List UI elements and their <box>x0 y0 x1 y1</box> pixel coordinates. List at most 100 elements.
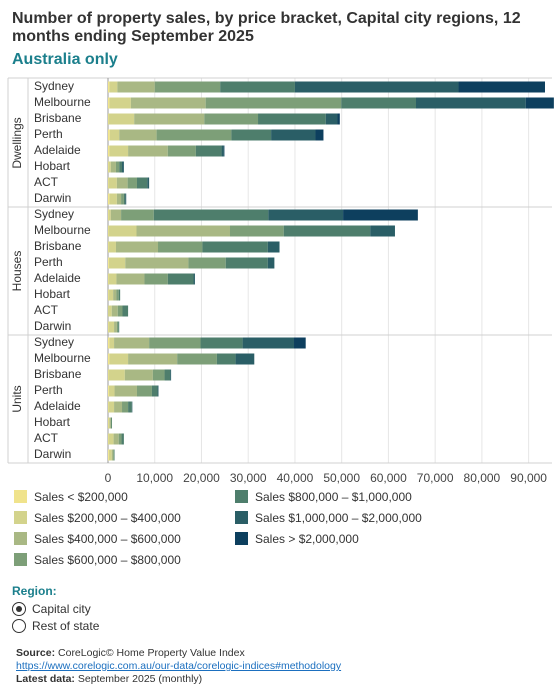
bar-segment <box>115 241 159 253</box>
bar-segment <box>136 177 148 189</box>
bar-segment <box>108 209 109 221</box>
bar-segment <box>136 225 230 237</box>
bar-segment <box>113 289 117 301</box>
legend-label: Sales < $200,000 <box>34 490 128 504</box>
bar-segment <box>108 369 109 381</box>
city-label: Melbourne <box>34 223 91 237</box>
bar-segment <box>122 401 129 413</box>
bar-segment <box>111 417 113 429</box>
bar-segment <box>121 209 154 221</box>
bar-segment <box>128 401 132 413</box>
bar-segment <box>108 417 110 429</box>
bar-segment <box>108 353 110 365</box>
bar-segment <box>156 129 232 141</box>
bar-segment <box>116 177 128 189</box>
legend-swatch <box>14 511 27 524</box>
bar-segment <box>170 369 172 381</box>
bar-segment <box>118 321 120 333</box>
latest-data-label: Latest data: <box>16 673 75 685</box>
city-label: Darwin <box>34 191 71 205</box>
legend-swatch <box>235 511 248 524</box>
bar-segment <box>108 289 114 301</box>
bar-segment <box>123 193 126 205</box>
city-label: ACT <box>34 303 59 317</box>
bar-segment <box>108 289 109 301</box>
radio-capital-city[interactable]: Capital city <box>12 602 99 619</box>
bar-segment <box>108 209 111 221</box>
bar-segment <box>108 193 110 205</box>
bar-segment <box>108 177 117 189</box>
bar-segment <box>268 209 344 221</box>
x-tick-label: 50,000 <box>323 471 360 485</box>
bar-segment <box>202 241 268 253</box>
bar-segment <box>121 433 124 445</box>
bar-segment <box>109 193 117 205</box>
bar-segment <box>116 273 145 285</box>
bar-segment <box>108 433 114 445</box>
bar-segment <box>109 81 118 93</box>
bar-segment <box>370 225 395 237</box>
bar-segment <box>108 321 115 333</box>
legend: Sales < $200,000 Sales $200,000 – $400,0… <box>14 490 534 570</box>
bar-segment <box>108 369 125 381</box>
bar-segment <box>294 337 306 349</box>
x-tick-label: 10,000 <box>136 471 173 485</box>
bar-segment <box>267 241 280 253</box>
bar-segment <box>116 321 119 333</box>
city-label: Adelaide <box>34 271 81 285</box>
bar-segment <box>118 433 122 445</box>
legend-swatch <box>14 553 27 566</box>
bar-segment <box>205 97 342 109</box>
city-label: ACT <box>34 175 59 189</box>
methodology-link[interactable]: https://www.corelogic.com.au/our-data/co… <box>16 660 342 672</box>
bar-segment <box>109 337 115 349</box>
bar-segment <box>167 273 194 285</box>
bar-segment <box>108 449 112 461</box>
bar-segment <box>111 305 118 317</box>
city-label: ACT <box>34 431 59 445</box>
x-tick-label: 40,000 <box>277 471 314 485</box>
bar-segment <box>193 273 195 285</box>
bar-segment <box>157 385 159 397</box>
city-label: Melbourne <box>34 351 91 365</box>
city-label: Brisbane <box>34 111 82 125</box>
bar-segment <box>220 81 295 93</box>
bar-segment <box>108 225 109 237</box>
bar-segment <box>130 97 206 109</box>
city-label: Hobart <box>34 287 71 301</box>
group-label: Houses <box>10 251 24 292</box>
bar-segment <box>337 113 340 125</box>
bar-segment <box>128 353 178 365</box>
bar-segment <box>294 81 459 93</box>
bar-segment <box>283 225 371 237</box>
bar-segment <box>154 81 221 93</box>
bar-segment <box>109 353 129 365</box>
bar-segment <box>110 161 116 173</box>
bar-segment <box>114 337 150 349</box>
bar-segment <box>325 113 338 125</box>
radio-unselected-icon[interactable] <box>12 619 26 633</box>
bar-segment <box>315 129 324 141</box>
bar-segment <box>111 449 114 461</box>
bar-segment <box>114 321 117 333</box>
bar-segment <box>415 97 526 109</box>
bar-segment <box>258 113 326 125</box>
bar-segment <box>152 369 165 381</box>
bar-segment <box>125 257 189 269</box>
bar-segment <box>114 449 115 461</box>
bar-segment <box>151 385 158 397</box>
city-label: Perth <box>34 255 63 269</box>
bar-segment <box>108 273 117 285</box>
bar-segment <box>114 385 137 397</box>
city-label: Melbourne <box>34 95 91 109</box>
bar-segment <box>109 97 131 109</box>
radio-selected-icon[interactable] <box>12 602 26 616</box>
radio-rest-of-state[interactable]: Rest of state <box>12 619 99 636</box>
bar-segment <box>116 193 122 205</box>
legend-label: Sales $1,000,000 – $2,000,000 <box>255 511 422 525</box>
chart-title: Number of property sales, by price brack… <box>12 10 521 45</box>
city-label: Adelaide <box>34 399 81 413</box>
bar-segment <box>242 337 295 349</box>
bar-segment <box>108 145 110 157</box>
bar-segment <box>204 113 259 125</box>
